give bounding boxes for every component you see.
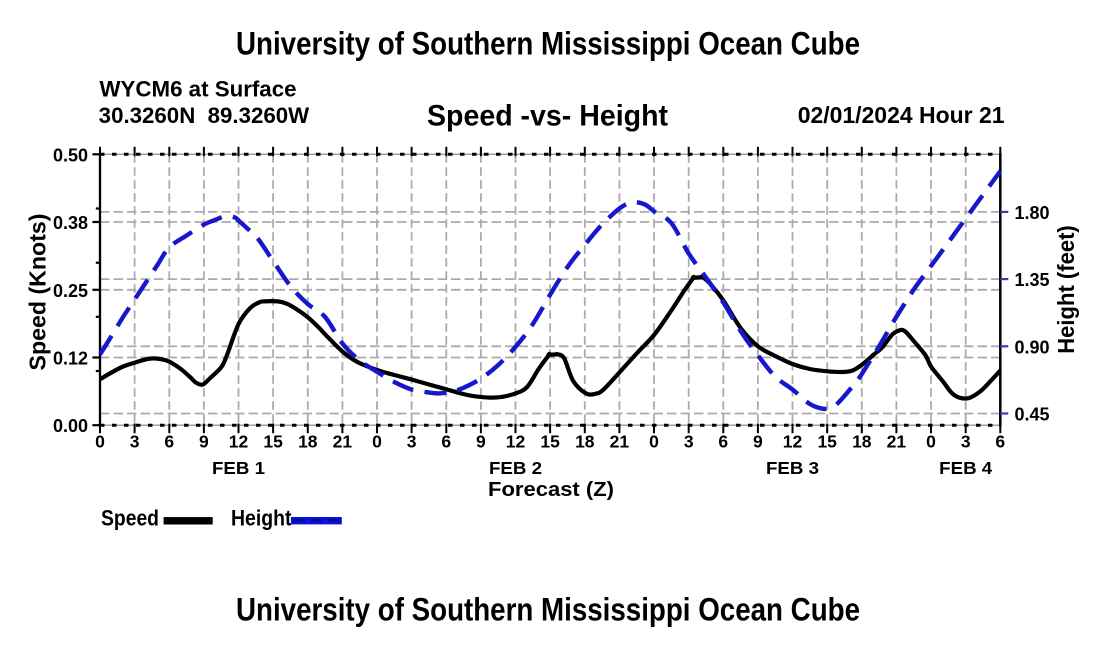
svg-text:Speed -vs- Height: Speed -vs- Height	[427, 99, 668, 132]
svg-text:0.12: 0.12	[53, 349, 88, 369]
svg-text:FEB 3: FEB 3	[766, 458, 819, 478]
svg-text:18: 18	[298, 432, 318, 452]
svg-text:FEB 1: FEB 1	[212, 458, 265, 478]
svg-text:12: 12	[229, 432, 249, 452]
svg-text:15: 15	[540, 432, 560, 452]
svg-text:Height: Height	[231, 506, 292, 531]
svg-text:0.45: 0.45	[1015, 405, 1050, 425]
svg-text:6: 6	[718, 432, 728, 452]
svg-text:3: 3	[684, 432, 694, 452]
svg-text:9: 9	[753, 432, 763, 452]
svg-text:Height (feet): Height (feet)	[1053, 225, 1079, 354]
svg-text:0.25: 0.25	[53, 281, 88, 301]
svg-text:0.00: 0.00	[53, 416, 88, 436]
svg-text:15: 15	[817, 432, 837, 452]
svg-text:0.38: 0.38	[53, 213, 88, 233]
svg-text:9: 9	[199, 432, 209, 452]
svg-text:3: 3	[130, 432, 140, 452]
svg-text:University of Southern Mississ: University of Southern Mississippi Ocean…	[236, 592, 860, 628]
svg-text:30.3260N 89.3260W: 30.3260N 89.3260W	[99, 103, 310, 128]
svg-text:Forecast (Z): Forecast (Z)	[488, 479, 614, 501]
svg-text:15: 15	[263, 432, 283, 452]
svg-text:1.80: 1.80	[1015, 203, 1050, 223]
svg-text:21: 21	[333, 432, 353, 452]
svg-text:0.50: 0.50	[53, 145, 88, 165]
svg-text:9: 9	[476, 432, 486, 452]
svg-text:University of Southern Mississ: University of Southern Mississippi Ocean…	[236, 26, 860, 62]
svg-text:12: 12	[783, 432, 803, 452]
svg-text:0: 0	[649, 432, 659, 452]
svg-text:3: 3	[407, 432, 417, 452]
svg-text:18: 18	[852, 432, 872, 452]
svg-text:0.90: 0.90	[1015, 337, 1050, 357]
svg-text:0: 0	[95, 432, 105, 452]
svg-text:WYCM6 at Surface: WYCM6 at Surface	[100, 77, 297, 102]
svg-text:6: 6	[995, 432, 1005, 452]
svg-text:02/01/2024 Hour 21: 02/01/2024 Hour 21	[798, 102, 1005, 128]
svg-text:12: 12	[506, 432, 526, 452]
svg-text:FEB 2: FEB 2	[489, 458, 542, 478]
svg-text:3: 3	[961, 432, 971, 452]
svg-text:21: 21	[610, 432, 630, 452]
svg-text:0: 0	[926, 432, 936, 452]
svg-text:Speed (Knots): Speed (Knots)	[25, 214, 51, 371]
svg-text:1.35: 1.35	[1015, 270, 1050, 290]
svg-text:0: 0	[372, 432, 382, 452]
svg-text:FEB 4: FEB 4	[939, 458, 992, 478]
svg-text:18: 18	[575, 432, 595, 452]
svg-text:6: 6	[164, 432, 174, 452]
svg-text:Speed: Speed	[101, 506, 159, 531]
svg-text:6: 6	[441, 432, 451, 452]
svg-text:21: 21	[887, 432, 907, 452]
